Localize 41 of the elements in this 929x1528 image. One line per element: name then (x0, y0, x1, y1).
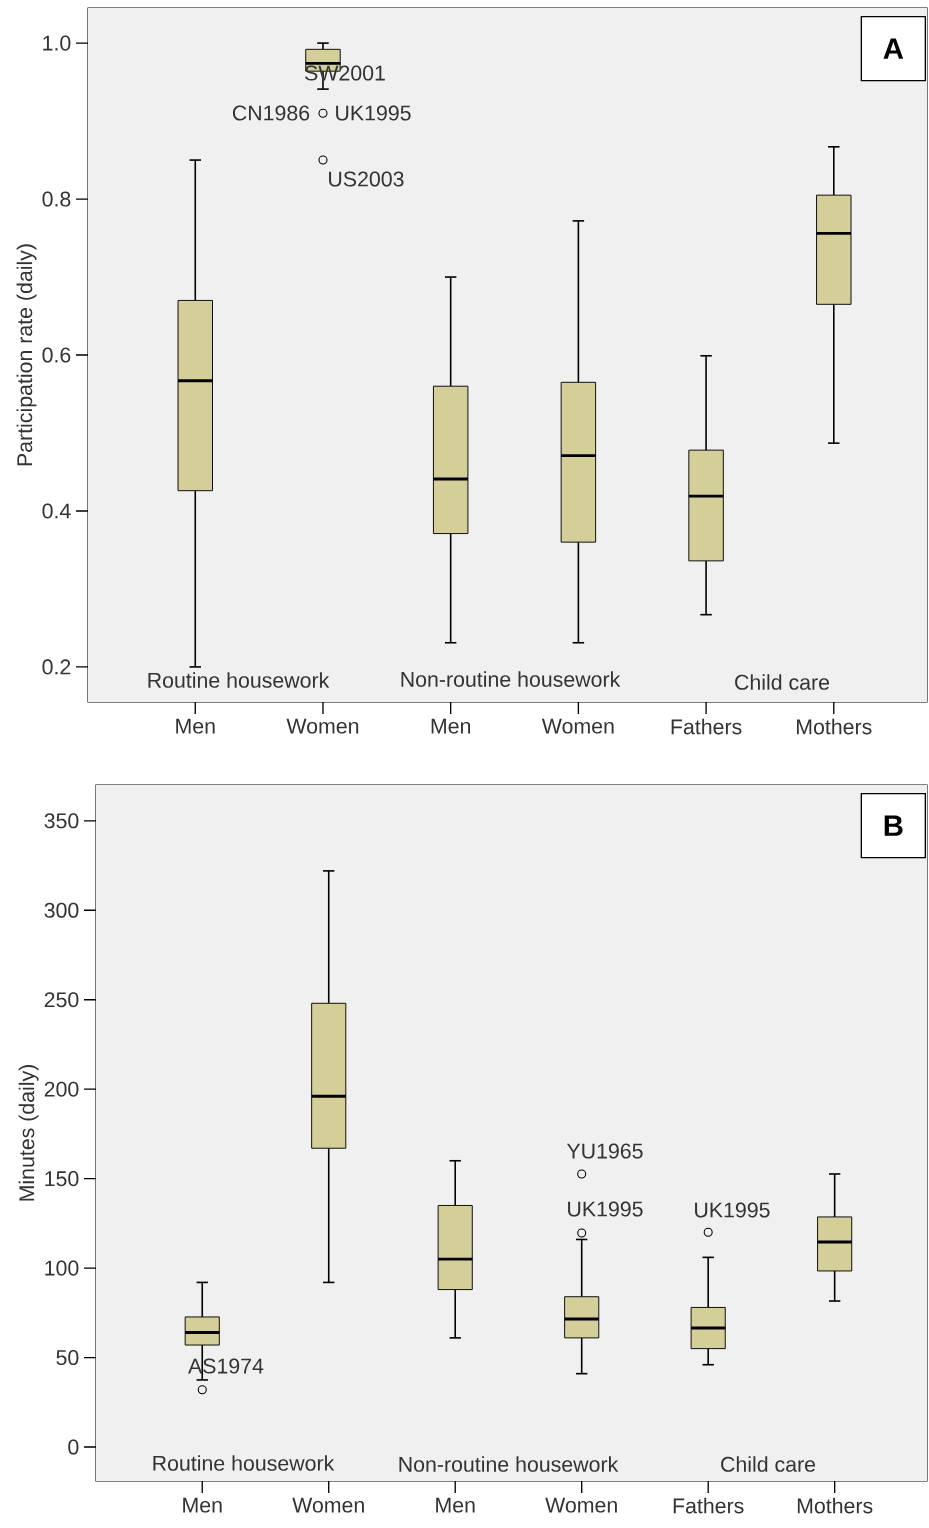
y-tick-label: 1.0 (43, 35, 71, 51)
y-tick-label: 350 (44, 813, 79, 829)
y-tick-label: 300 (44, 902, 79, 918)
x-tick-label: Men (431, 718, 471, 734)
y-axis-title: Minutes (daily) (18, 1065, 39, 1201)
x-tick-label: Women (286, 718, 359, 734)
annotation: CN1986 (232, 105, 310, 121)
x-tick-label: Women (292, 1497, 364, 1513)
y-tick-label: 0.6 (42, 347, 71, 363)
y-tick-label: 200 (44, 1081, 79, 1097)
y-tick-label: 0 (68, 1439, 79, 1455)
y-tick-label: 100 (45, 1260, 79, 1276)
x-tick-label: Men (176, 718, 215, 734)
annotation: Child care (721, 1456, 816, 1472)
y-tick-label: 50 (56, 1350, 79, 1366)
annotation: UK1995 (568, 1201, 643, 1217)
annotation: US2003 (329, 171, 404, 187)
annotation: Child care (735, 674, 830, 690)
y-tick-label: 0.4 (42, 503, 71, 519)
x-tick-label: Women (541, 718, 614, 734)
annotation: Routine housework (153, 1455, 335, 1471)
x-tick-label: Men (436, 1497, 475, 1513)
y-tick-label: 150 (45, 1171, 79, 1187)
y-axis-title: Participation rate (daily) (16, 244, 37, 466)
annotation: Non-routine housework (399, 1456, 619, 1472)
x-tick-label: Fathers (673, 1497, 744, 1514)
y-tick-label: 0.8 (42, 191, 71, 207)
x-tick-label: Mothers (797, 718, 872, 735)
x-tick-label: Fathers (671, 718, 742, 735)
annotation: YU1965 (566, 1143, 643, 1159)
x-tick-label: Men (183, 1497, 222, 1513)
annotation: Non-routine housework (401, 671, 621, 687)
annotation: Routine housework (148, 672, 330, 688)
text: B (884, 815, 903, 836)
x-tick-label: Women (545, 1497, 617, 1513)
annotation: UK1995 (695, 1202, 770, 1218)
text: A (883, 38, 904, 59)
y-tick-label: 250 (44, 992, 79, 1008)
y-tick-label: 0.2 (42, 659, 71, 675)
x-tick-label: Mothers (797, 1497, 873, 1514)
annotation: UK1995 (336, 105, 411, 121)
